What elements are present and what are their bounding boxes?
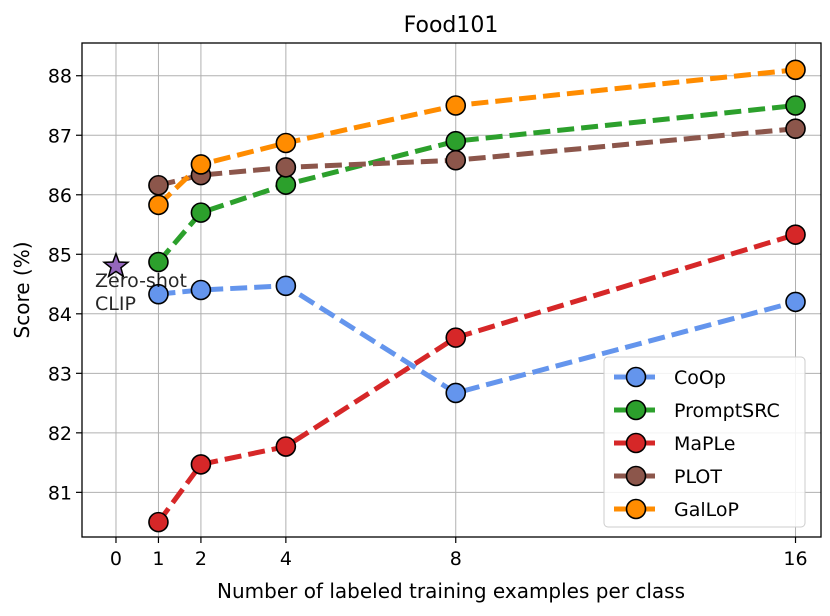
x-axis-label: Number of labeled training examples per … (217, 579, 685, 603)
promptsrc-point (785, 95, 806, 116)
y-tick-label: 86 (48, 185, 72, 207)
gallop-point (275, 132, 297, 154)
y-tick-label: 87 (48, 125, 72, 147)
maple-point (445, 327, 467, 348)
legend-maple-label: MaPLe (674, 433, 735, 455)
legend-plot-marker (625, 465, 647, 487)
x-tick-label: 8 (450, 548, 462, 570)
y-tick-label: 82 (48, 423, 72, 445)
promptsrc-point (148, 251, 169, 273)
plot-point (445, 149, 467, 171)
promptsrc-line (156, 103, 796, 264)
coop-point (275, 275, 297, 297)
legend: CoOp PromptSRC MaPLe PLOT GalLoP (603, 356, 806, 528)
y-tick-label: 84 (48, 304, 72, 326)
legend-promptsrc-marker (625, 399, 647, 421)
y-axis-label: Score (%) (10, 242, 34, 339)
plot-point (148, 174, 169, 196)
x-tick-label: 0 (110, 548, 122, 570)
plot-point (785, 118, 806, 140)
maple-point (275, 436, 297, 457)
y-tick-label: 81 (48, 482, 72, 504)
plot-frame (81, 42, 822, 538)
y-axis-ticks: 81 82 83 84 85 86 87 88 (48, 66, 82, 504)
legend-gallop-marker (625, 498, 647, 520)
clip-label: CLIP (95, 293, 136, 315)
maple-point (148, 511, 169, 533)
x-tick-label: 4 (280, 548, 292, 570)
promptsrc-point (445, 130, 467, 152)
maple-point (190, 454, 212, 475)
promptsrc-point (190, 202, 212, 223)
zero-shot-label: Zero-shot (95, 270, 187, 292)
gallop-point (190, 154, 212, 175)
plot-point (275, 157, 297, 178)
legend-promptsrc-label: PromptSRC (674, 400, 780, 422)
y-tick-label: 88 (48, 66, 72, 88)
legend-maple-marker (625, 432, 647, 454)
legend-coop-label: CoOp (674, 367, 726, 389)
legend-gallop-label: GalLoP (674, 499, 739, 521)
x-tick-label: 2 (195, 548, 207, 570)
series-markers (148, 59, 806, 533)
legend-coop-marker (625, 366, 647, 388)
zero-shot-clip: Zero-shot CLIP (95, 251, 187, 315)
coop-point (785, 291, 806, 313)
x-tick-label: 1 (152, 548, 164, 570)
promptsrc-point (275, 174, 297, 195)
x-tick-label: 16 (783, 548, 807, 570)
coop-point (190, 279, 212, 301)
x-axis-ticks: 0 1 2 4 8 16 (110, 537, 808, 570)
gallop-point (445, 95, 467, 116)
y-tick-label: 85 (48, 244, 72, 266)
gallop-point (148, 194, 169, 216)
coop-point (148, 283, 169, 305)
gallop-point (785, 59, 806, 81)
y-tick-label: 83 (48, 363, 72, 385)
maple-point (785, 224, 806, 245)
legend-box (603, 356, 806, 528)
zero-shot-star (102, 251, 130, 279)
legend-plot-label: PLOT (674, 466, 722, 488)
chart-title: Food101 (404, 13, 499, 38)
coop-point (445, 382, 467, 404)
